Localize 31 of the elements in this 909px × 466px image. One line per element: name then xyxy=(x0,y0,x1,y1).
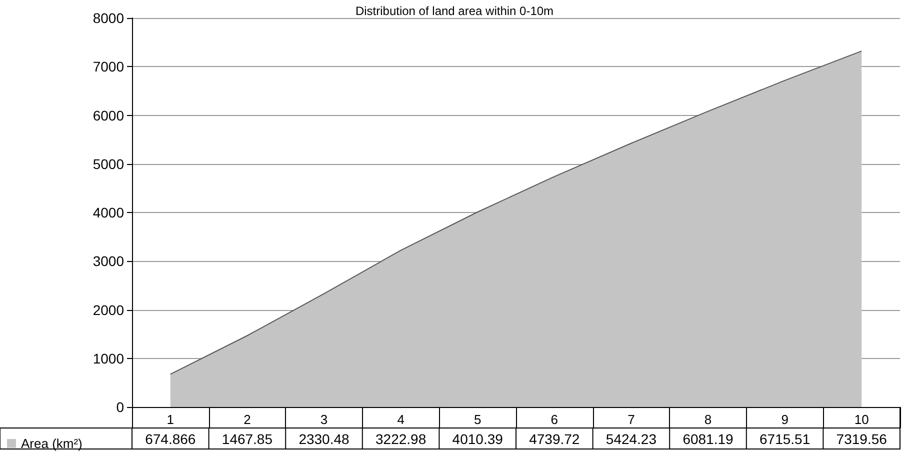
y-tick-label: 7000 xyxy=(92,58,124,75)
y-tick-label: 4000 xyxy=(92,204,124,220)
data-label: 3222.98 xyxy=(375,431,426,447)
data-label: 4739.72 xyxy=(529,431,580,447)
x-tick-label: 3 xyxy=(320,412,328,427)
y-tick-label: 2000 xyxy=(92,302,124,318)
x-tick-label: 7 xyxy=(628,412,635,427)
data-label: 6715.51 xyxy=(759,431,810,447)
data-label: 1467.85 xyxy=(222,431,273,447)
y-tick-label: 3000 xyxy=(92,253,124,270)
x-tick-label: 1 xyxy=(166,412,174,427)
x-tick-label: 6 xyxy=(550,412,558,427)
x-tick-label: 9 xyxy=(781,412,788,427)
x-tick-label: 5 xyxy=(474,412,482,427)
y-tick-label: 5000 xyxy=(92,156,124,172)
x-tick-label: 10 xyxy=(854,412,869,427)
data-label: 674.866 xyxy=(145,431,196,447)
x-tick-label: 4 xyxy=(397,412,404,427)
y-tick-label: 8000 xyxy=(92,10,124,26)
data-label: 4010.39 xyxy=(452,431,504,447)
legend-label: Area (km²) xyxy=(21,436,82,451)
data-label: 7319.56 xyxy=(836,431,888,447)
chart-title: Distribution of land area within 0-10m xyxy=(355,4,554,18)
x-tick-label: 2 xyxy=(244,412,251,427)
y-tick-label: 0 xyxy=(116,399,124,415)
y-tick-label: 1000 xyxy=(92,350,124,366)
data-label: 6081.19 xyxy=(682,431,734,447)
y-tick-label: 6000 xyxy=(92,107,124,124)
data-label: 5424.23 xyxy=(606,431,657,447)
data-label: 2330.48 xyxy=(298,431,350,447)
x-tick-label: 8 xyxy=(704,412,712,427)
